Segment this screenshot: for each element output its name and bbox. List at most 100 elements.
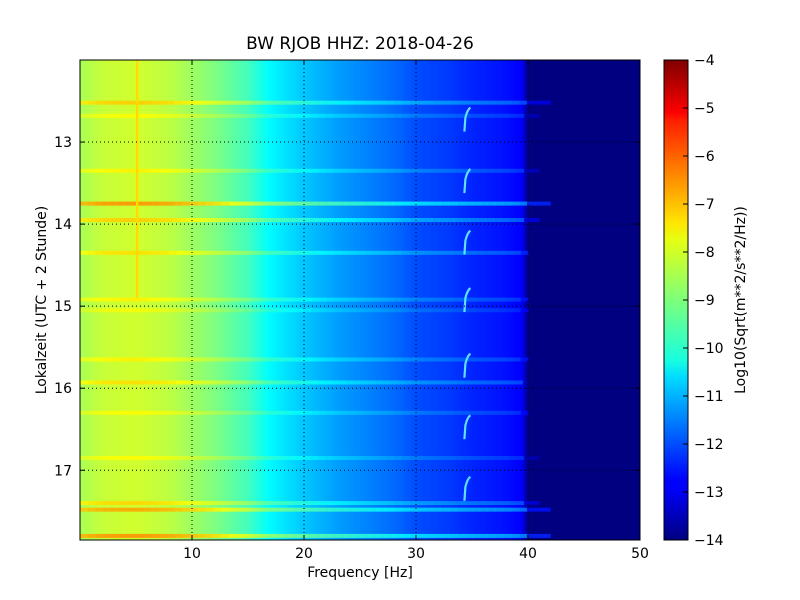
energy-band-segment (171, 113, 180, 118)
energy-band-segment (278, 113, 288, 118)
energy-band-segment (291, 507, 300, 512)
energy-band-segment (210, 455, 219, 460)
energy-band-segment (355, 218, 364, 222)
spectrogram-column (536, 60, 540, 540)
energy-band-segment (318, 250, 327, 255)
energy-band-segment (472, 100, 481, 105)
energy-band-segment (333, 410, 342, 415)
energy-band-segment (523, 113, 532, 118)
energy-band-segment (401, 250, 409, 255)
energy-band-segment (171, 218, 180, 222)
energy-band-segment (462, 501, 471, 506)
energy-band-segment (189, 533, 198, 538)
energy-band-segment (251, 250, 260, 255)
energy-band-segment (132, 308, 141, 313)
energy-band-segment (228, 100, 238, 105)
energy-band-segment (377, 100, 387, 105)
energy-band-segment (117, 297, 126, 302)
energy-band-segment (495, 201, 504, 206)
energy-band-segment (233, 113, 242, 118)
energy-band-segment (363, 297, 372, 302)
energy-band-segment (296, 357, 305, 362)
energy-band-segment (150, 507, 159, 512)
energy-band-segment (103, 201, 112, 206)
energy-band-segment (206, 308, 215, 313)
energy-band-segment (315, 100, 324, 105)
energy-band-segment (498, 250, 506, 255)
energy-band-segment (479, 507, 489, 512)
energy-band-segment (332, 168, 341, 173)
energy-band-segment (453, 357, 462, 362)
energy-band-segment (206, 410, 215, 415)
energy-band-segment (393, 357, 402, 362)
energy-band-segment (268, 507, 277, 512)
energy-band-segment (523, 501, 532, 506)
energy-band-segment (95, 168, 104, 173)
energy-band-segment (464, 201, 473, 206)
energy-band-segment (401, 297, 409, 302)
energy-band-segment (206, 250, 215, 255)
energy-band-segment (438, 250, 447, 255)
energy-band-segment (520, 410, 529, 415)
energy-band-segment (161, 380, 169, 385)
energy-band-segment (271, 168, 280, 173)
energy-band-segment (472, 533, 481, 538)
energy-band-segment (80, 507, 89, 512)
energy-band-segment (424, 168, 433, 173)
energy-band-segment (340, 218, 349, 222)
energy-band-segment (189, 201, 198, 206)
energy-band-segment (141, 168, 150, 173)
energy-band-segment (148, 113, 157, 118)
energy-band-segment (260, 507, 269, 512)
energy-band-segment (111, 201, 120, 206)
energy-band-segment (252, 533, 261, 538)
energy-band-segment (294, 168, 303, 173)
energy-band-segment (119, 100, 128, 105)
energy-band-segment (194, 455, 203, 460)
energy-band-segment (401, 218, 410, 222)
energy-band-segment (177, 297, 185, 302)
energy-band-segment (438, 357, 447, 362)
energy-band-segment (301, 501, 310, 506)
energy-band-segment (448, 380, 457, 385)
energy-band-segment (301, 380, 309, 385)
energy-band-segment (348, 410, 357, 415)
energy-band-segment (190, 380, 199, 385)
energy-band-segment (354, 100, 363, 105)
y-axis: 13 14 15 16 17 (54, 135, 640, 479)
energy-band-segment (363, 357, 372, 362)
energy-band-segment (338, 380, 346, 385)
energy-band-segment (385, 100, 394, 105)
energy-band-segment (202, 218, 211, 222)
spectrogram-column (623, 60, 627, 540)
energy-band-segment (266, 250, 275, 255)
energy-band-segment (80, 100, 89, 105)
energy-band-segment (433, 380, 442, 385)
energy-band-segment (386, 250, 394, 255)
energy-band-segment (542, 100, 551, 105)
energy-band-segment (142, 201, 151, 206)
energy-band-segment (519, 100, 528, 105)
energy-band-segment (347, 113, 356, 118)
spectrogram-column (609, 60, 613, 540)
energy-band-segment (197, 533, 206, 538)
energy-band-segment (393, 507, 402, 512)
energy-band-segment (416, 308, 424, 313)
spectrogram-column (561, 60, 565, 540)
energy-band-segment (346, 201, 355, 206)
energy-band-segment (281, 308, 290, 313)
energy-band-segment (523, 168, 532, 173)
energy-band-segment (513, 308, 521, 313)
energy-band-segment (132, 410, 141, 415)
energy-band-segment (311, 297, 320, 302)
energy-band-segment (177, 357, 185, 362)
spectrogram-column (578, 60, 582, 540)
energy-band-segment (139, 250, 148, 255)
spectrogram-column (598, 60, 602, 540)
energy-band-segment (124, 297, 133, 302)
energy-band-segment (332, 218, 341, 222)
energy-band-segment (118, 218, 127, 222)
energy-band-segment (409, 113, 418, 118)
energy-band-segment (94, 357, 103, 362)
energy-band-segment (220, 380, 228, 385)
